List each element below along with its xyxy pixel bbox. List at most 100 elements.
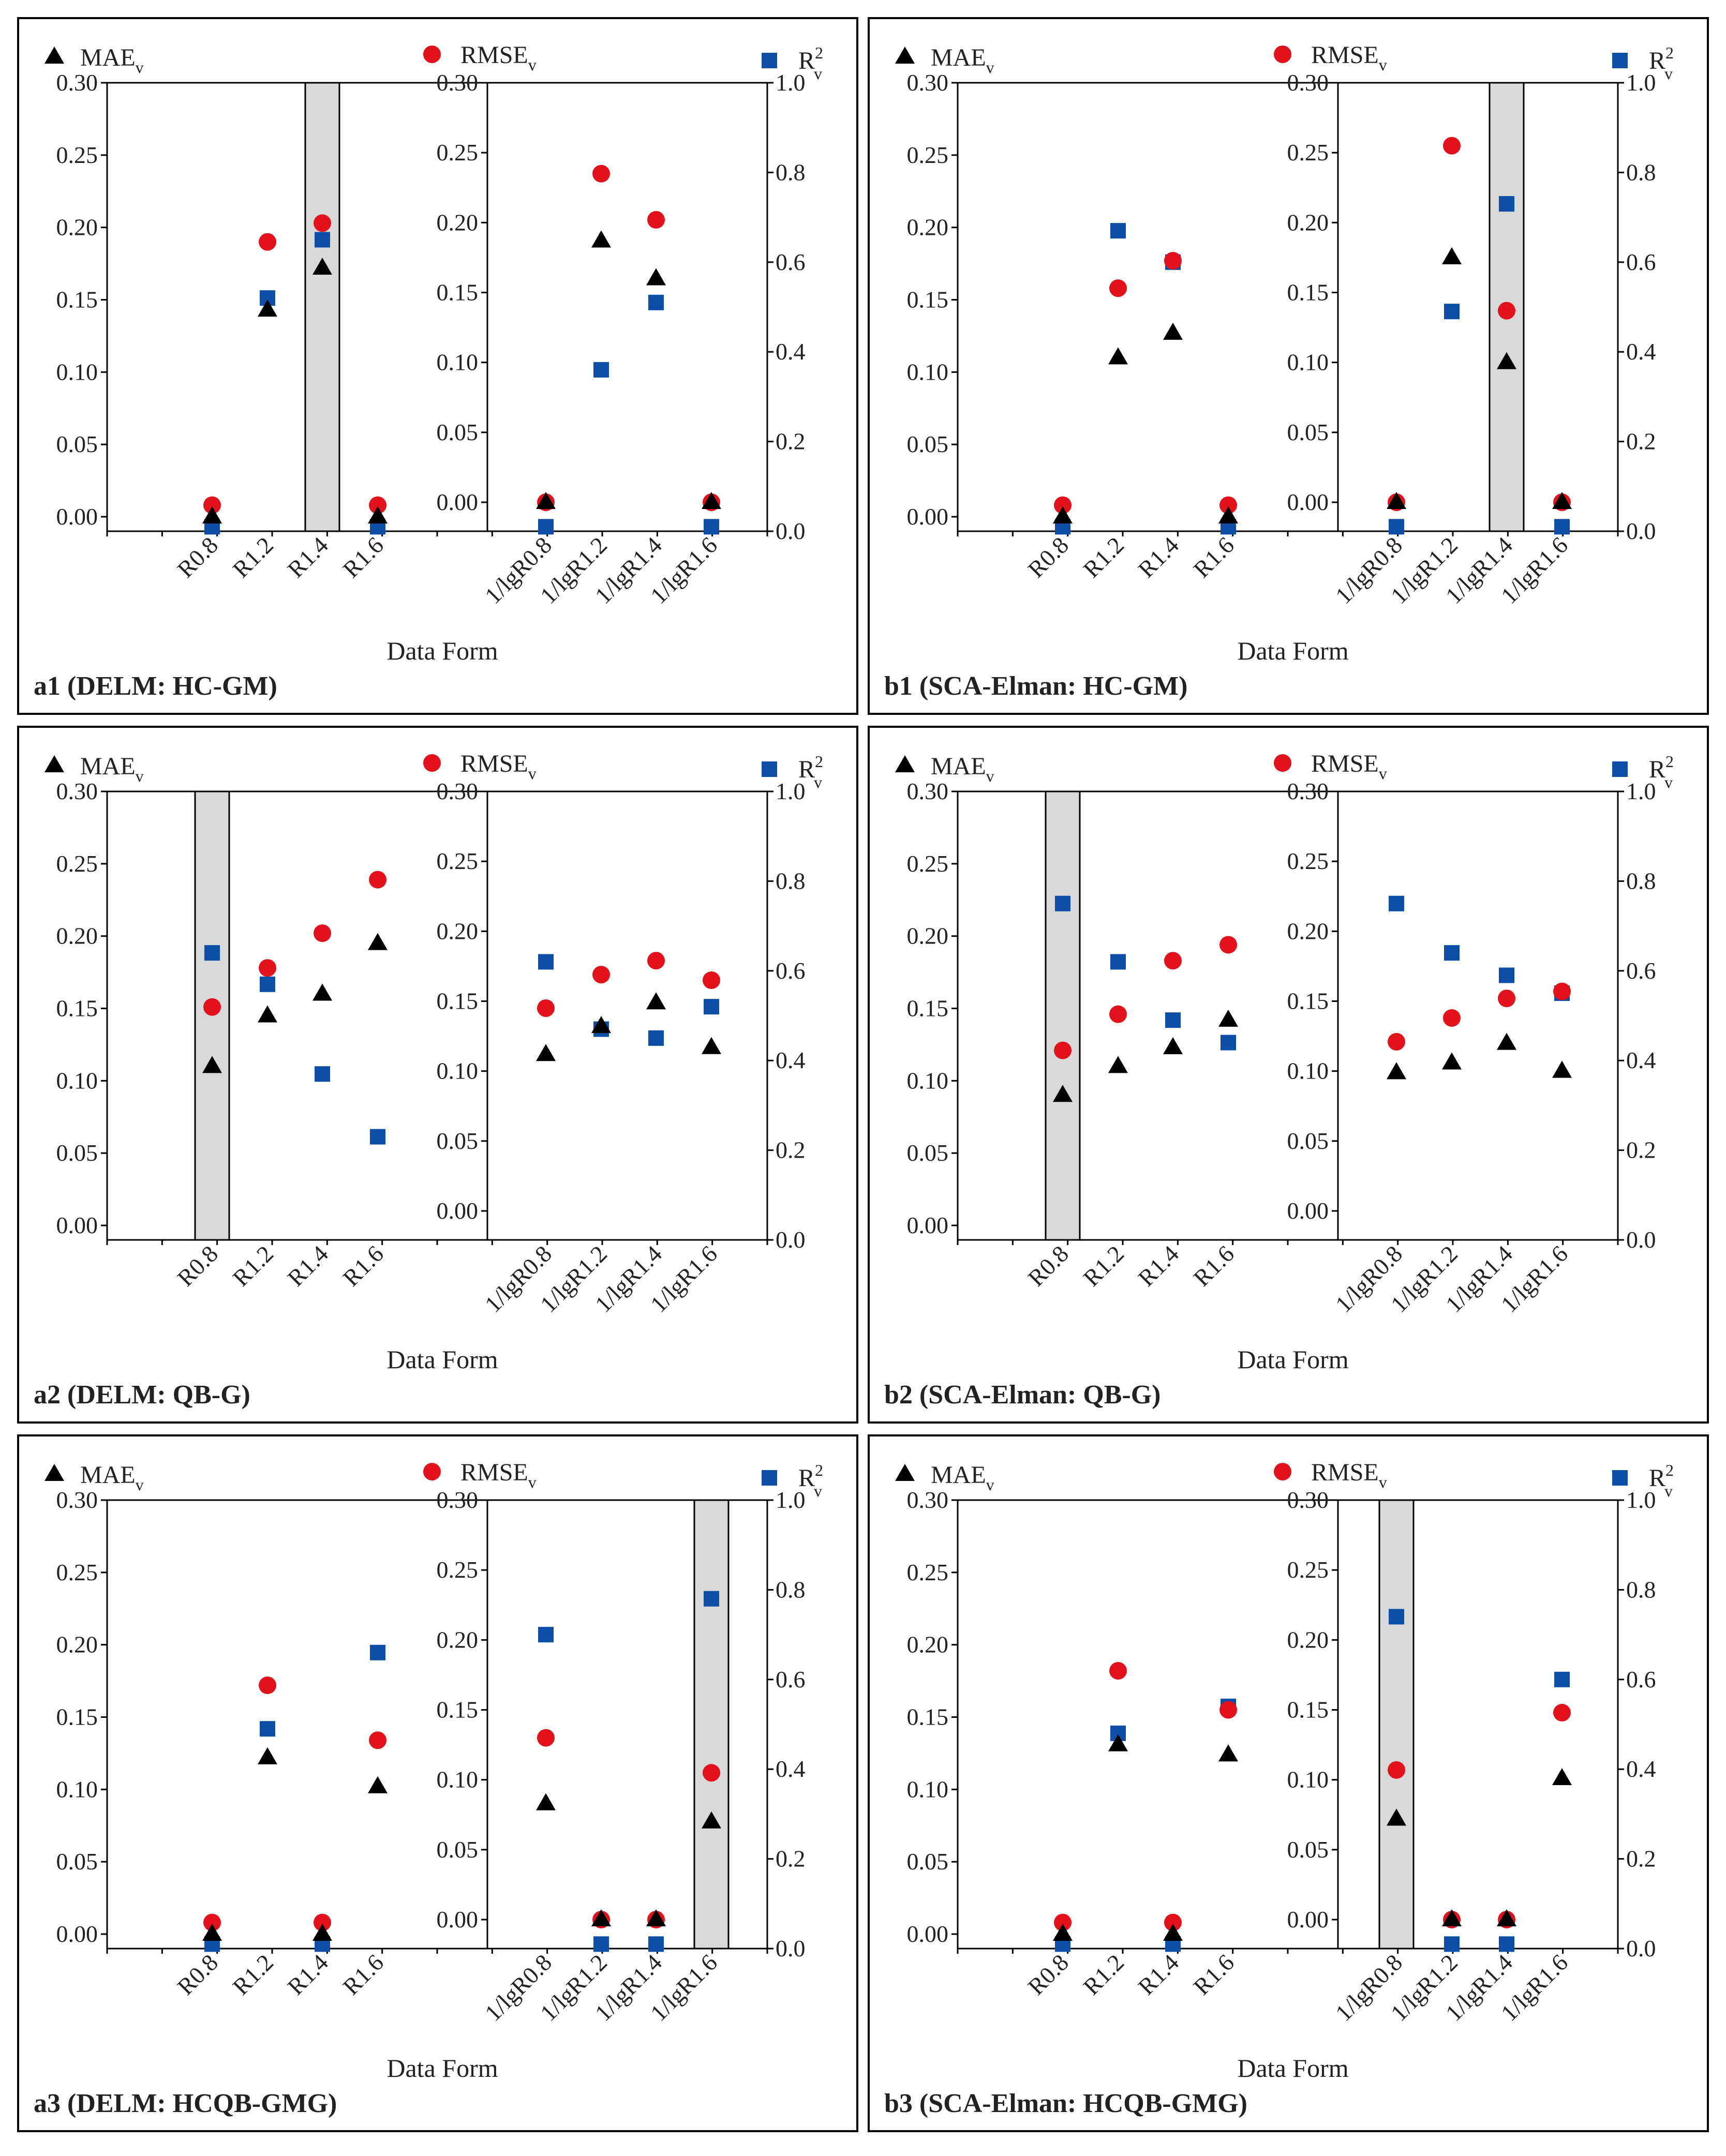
right-mae-point <box>1442 1909 1462 1926</box>
left-rmse-point <box>369 871 386 889</box>
panel-b1: 0.00 0.05 0.10 0.15 0.20 0.25 0.30 0.00 0.05 0.10… <box>868 17 1709 715</box>
x-axis-title: Data Form <box>1237 1345 1348 1374</box>
right-rmse-point <box>537 1729 555 1747</box>
middle-y-tick-label: 0.05 <box>437 1836 479 1863</box>
middle-y-tick-label: 0.05 <box>1287 1128 1329 1154</box>
left-y-tick-label: 0.05 <box>56 1848 98 1875</box>
right-rmse-point <box>703 1764 720 1782</box>
left-r2-point <box>370 1129 385 1145</box>
right-r2-point <box>538 954 554 970</box>
legend-mae-label: MAEv <box>931 44 994 77</box>
left-mae-point <box>1053 1085 1073 1102</box>
left-mae-point <box>258 300 277 317</box>
right-r2-point <box>648 1030 664 1046</box>
x-axis-title: Data Form <box>386 636 498 665</box>
left-y-tick-label: 0.15 <box>56 1704 98 1730</box>
right-mae-point <box>1497 352 1516 369</box>
right-r2-point <box>1444 945 1460 961</box>
left-y-tick-label: 0.30 <box>56 778 98 804</box>
left-y-tick-label: 0.00 <box>56 1921 98 1947</box>
left-rmse-point <box>259 959 276 977</box>
right-mae-point <box>536 1044 556 1061</box>
middle-y-tick-label: 0.25 <box>437 139 479 166</box>
left-rmse-point <box>259 233 276 251</box>
left-mae-point <box>258 1005 277 1023</box>
left-rmse-point <box>1109 279 1127 297</box>
left-y-tick-label: 0.30 <box>907 69 949 96</box>
middle-y-tick-label: 0.15 <box>1287 1697 1329 1723</box>
highlight-band <box>1045 790 1081 1241</box>
left-mae-point <box>1108 1734 1128 1751</box>
r2-y-tick-label: 0.8 <box>776 1576 806 1603</box>
right-r2-point <box>538 1627 554 1643</box>
r2-y-tick-label: 0.4 <box>776 338 806 365</box>
right-rmse-point <box>1388 1032 1405 1051</box>
left-rmse-point <box>314 214 331 232</box>
middle-y-tick-label: 0.30 <box>1287 69 1329 96</box>
middle-y-tick-label: 0.00 <box>1287 1906 1329 1933</box>
left-y-tick-label: 0.25 <box>907 850 949 877</box>
middle-y-tick-label: 0.00 <box>1287 489 1329 515</box>
r2-y-tick-label: 0.8 <box>776 867 806 894</box>
left-y-tick-label: 0.00 <box>56 503 98 530</box>
legend-mae-marker <box>895 755 915 772</box>
legend-rmse-label: RMSEv <box>460 1459 537 1491</box>
left-y-tick-label: 0.15 <box>56 287 98 313</box>
r2-y-tick-label: 0.4 <box>1626 1047 1656 1073</box>
legend-mae-marker <box>44 755 64 772</box>
left-rmse-point <box>1219 496 1237 514</box>
left-mae-point <box>1163 322 1183 340</box>
left-rmse-point <box>203 998 221 1016</box>
right-rmse-point <box>1498 990 1515 1008</box>
legend-mae-label: MAEv <box>80 753 144 785</box>
right-mae-point <box>1497 1909 1516 1926</box>
right-mae-point <box>702 1037 721 1054</box>
legend-r2-marker <box>1612 761 1628 777</box>
r2-y-tick-label: 0.8 <box>1626 159 1656 185</box>
left-mae-point <box>1163 1037 1183 1055</box>
left-y-tick-label: 0.10 <box>907 358 949 385</box>
panel-title: b3 (SCA-Elman: HCQB-GMG) <box>884 2089 1247 2118</box>
left-y-tick-label: 0.00 <box>56 1212 98 1238</box>
left-y-tick-label: 0.20 <box>56 923 98 949</box>
right-r2-point <box>593 362 609 378</box>
left-mae-point <box>313 983 332 1001</box>
left-mae-point <box>1108 1056 1128 1073</box>
legend-rmse-label: RMSEv <box>1311 750 1387 783</box>
r2-y-tick-label: 0.6 <box>1626 957 1656 984</box>
left-y-tick-label: 0.10 <box>56 358 98 385</box>
panel-a1: 0.00 0.05 0.10 0.15 0.20 0.25 0.30 0.00 0.05 0.10… <box>17 17 858 715</box>
r2-y-tick-label: 0.2 <box>1626 1137 1656 1163</box>
legend-r2-label: R2 v <box>1649 1461 1674 1500</box>
legend-r2-marker <box>1612 53 1628 68</box>
left-rmse-point <box>203 496 221 514</box>
middle-y-tick-label: 0.00 <box>437 1906 479 1933</box>
right-r2-point <box>1444 1936 1460 1952</box>
r2-y-tick-label: 0.6 <box>1626 249 1656 275</box>
middle-y-tick-label: 0.05 <box>1287 1836 1329 1863</box>
panel-title: a2 (DELM: QB-G) <box>34 1380 250 1410</box>
legend-rmse-label: RMSEv <box>460 41 537 74</box>
left-rmse-point <box>369 1731 386 1749</box>
right-mae-point <box>1442 247 1462 264</box>
middle-y-tick-label: 0.20 <box>1287 918 1329 944</box>
right-r2-point <box>648 1936 664 1952</box>
left-y-tick-label: 0.20 <box>907 214 949 241</box>
legend-rmse-marker <box>423 754 441 772</box>
left-rmse-point <box>1219 936 1237 954</box>
left-rmse-point <box>314 924 331 942</box>
middle-y-tick-label: 0.20 <box>1287 1626 1329 1653</box>
r2-y-tick-label: 1.0 <box>1626 778 1656 804</box>
left-rmse-point <box>259 1676 276 1694</box>
right-r2-point <box>704 999 719 1015</box>
left-y-tick-label: 0.00 <box>907 1212 949 1238</box>
left-y-tick-label: 0.15 <box>907 1704 949 1730</box>
right-mae-point <box>536 492 556 509</box>
left-rmse-point <box>1054 496 1072 514</box>
legend-r2-label: R2 v <box>798 43 823 83</box>
right-rmse-point <box>1443 137 1461 155</box>
right-mae-point <box>1387 492 1406 509</box>
left-y-tick-label: 0.25 <box>56 850 98 877</box>
r2-y-tick-label: 0.2 <box>1626 428 1656 455</box>
